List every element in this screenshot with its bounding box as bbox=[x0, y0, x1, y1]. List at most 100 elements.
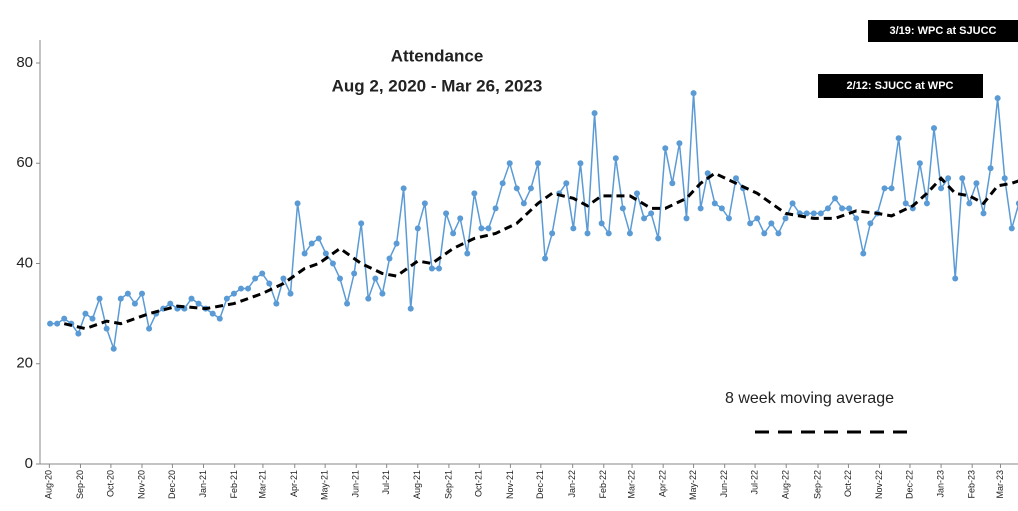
data-point bbox=[768, 220, 775, 227]
data-point bbox=[952, 275, 959, 282]
y-tick-label: 0 bbox=[25, 455, 33, 472]
data-point bbox=[973, 180, 980, 187]
data-point bbox=[436, 265, 442, 272]
data-point bbox=[61, 315, 68, 322]
data-point bbox=[938, 185, 945, 192]
data-point bbox=[733, 175, 739, 182]
data-point bbox=[124, 290, 131, 297]
data-point bbox=[351, 270, 358, 277]
data-point bbox=[464, 250, 471, 257]
data-point bbox=[994, 95, 1001, 102]
x-tick-label: Sep-22 bbox=[812, 470, 822, 499]
x-tick-label: Dec-22 bbox=[904, 470, 914, 499]
data-point bbox=[817, 210, 824, 217]
data-point bbox=[888, 185, 895, 192]
data-point bbox=[209, 310, 216, 317]
y-tick-label: 60 bbox=[16, 154, 33, 171]
data-point bbox=[273, 300, 280, 307]
data-point bbox=[669, 180, 676, 187]
data-point bbox=[287, 290, 294, 297]
data-point bbox=[655, 235, 662, 242]
x-tick-label: Jan-21 bbox=[198, 470, 208, 498]
data-point bbox=[626, 230, 633, 237]
data-point bbox=[117, 295, 124, 302]
data-point bbox=[82, 310, 89, 317]
x-tick-label: Sep-20 bbox=[75, 470, 85, 499]
x-tick-label: Jun-22 bbox=[719, 470, 729, 498]
data-point bbox=[754, 215, 761, 222]
x-tick-label: Apr-22 bbox=[658, 470, 668, 497]
x-tick-label: Aug-21 bbox=[412, 470, 422, 499]
data-point bbox=[1015, 200, 1018, 207]
data-point bbox=[1001, 175, 1008, 182]
data-point bbox=[75, 330, 82, 337]
data-point bbox=[372, 275, 379, 282]
data-point bbox=[485, 225, 492, 232]
y-tick-label: 80 bbox=[16, 54, 33, 71]
data-point bbox=[980, 210, 987, 217]
x-tick-label: Nov-21 bbox=[505, 470, 515, 499]
data-point bbox=[683, 215, 690, 222]
legend-label: 8 week moving average bbox=[725, 390, 894, 407]
data-point bbox=[662, 145, 669, 152]
data-point bbox=[570, 225, 577, 232]
data-point bbox=[704, 170, 711, 177]
y-tick-label: 40 bbox=[16, 254, 33, 271]
data-point bbox=[216, 315, 223, 322]
data-point bbox=[711, 200, 718, 207]
data-point bbox=[266, 280, 273, 287]
x-tick-label: Jul-21 bbox=[381, 470, 391, 495]
data-point bbox=[535, 160, 541, 167]
data-point bbox=[47, 320, 54, 327]
data-point bbox=[337, 275, 343, 282]
data-point bbox=[329, 260, 336, 267]
data-point bbox=[344, 300, 351, 307]
data-point bbox=[54, 320, 61, 327]
data-point bbox=[690, 90, 697, 97]
data-point bbox=[634, 190, 640, 197]
data-point bbox=[188, 295, 195, 302]
data-point bbox=[400, 185, 407, 192]
data-point bbox=[301, 250, 308, 257]
x-tick-label: Jan-22 bbox=[567, 470, 577, 498]
x-tick-label: May-21 bbox=[320, 470, 330, 500]
data-point bbox=[527, 185, 534, 192]
x-tick-label: Jun-21 bbox=[351, 470, 361, 498]
data-point bbox=[832, 195, 838, 202]
data-point bbox=[923, 200, 930, 207]
data-point bbox=[230, 290, 237, 297]
x-tick-label: Aug-22 bbox=[781, 470, 791, 499]
data-point bbox=[959, 175, 966, 182]
data-point bbox=[457, 215, 464, 222]
data-point bbox=[103, 325, 110, 332]
data-point bbox=[895, 135, 902, 142]
y-tick-label: 20 bbox=[16, 355, 33, 372]
data-point bbox=[450, 230, 457, 237]
chart-subtitle: Aug 2, 2020 - Mar 26, 2023 bbox=[332, 76, 543, 95]
data-point bbox=[789, 200, 796, 207]
x-tick-label: Oct-21 bbox=[474, 470, 484, 497]
data-point bbox=[379, 290, 386, 297]
data-point bbox=[542, 255, 549, 262]
data-point bbox=[414, 225, 421, 232]
data-point bbox=[775, 230, 782, 237]
chart-title: Attendance bbox=[391, 46, 484, 65]
data-point bbox=[146, 325, 153, 332]
x-tick-label: Oct-20 bbox=[105, 470, 115, 497]
x-tick-label: Feb-21 bbox=[229, 470, 239, 499]
x-tick-label: Nov-22 bbox=[874, 470, 884, 499]
data-point bbox=[916, 160, 923, 167]
data-point bbox=[598, 220, 605, 227]
data-point bbox=[860, 250, 867, 257]
data-point bbox=[421, 200, 428, 207]
data-point bbox=[443, 210, 450, 217]
x-tick-label: Oct-22 bbox=[843, 470, 853, 497]
data-point bbox=[167, 300, 174, 307]
x-tick-label: Jan-23 bbox=[935, 470, 945, 498]
annotation: 3/19: WPC at SJUCC bbox=[890, 25, 997, 37]
x-tick-label: Mar-21 bbox=[257, 470, 267, 499]
data-point bbox=[619, 205, 626, 212]
data-point bbox=[131, 300, 138, 307]
data-point bbox=[308, 240, 315, 247]
x-tick-label: Nov-20 bbox=[136, 470, 146, 499]
